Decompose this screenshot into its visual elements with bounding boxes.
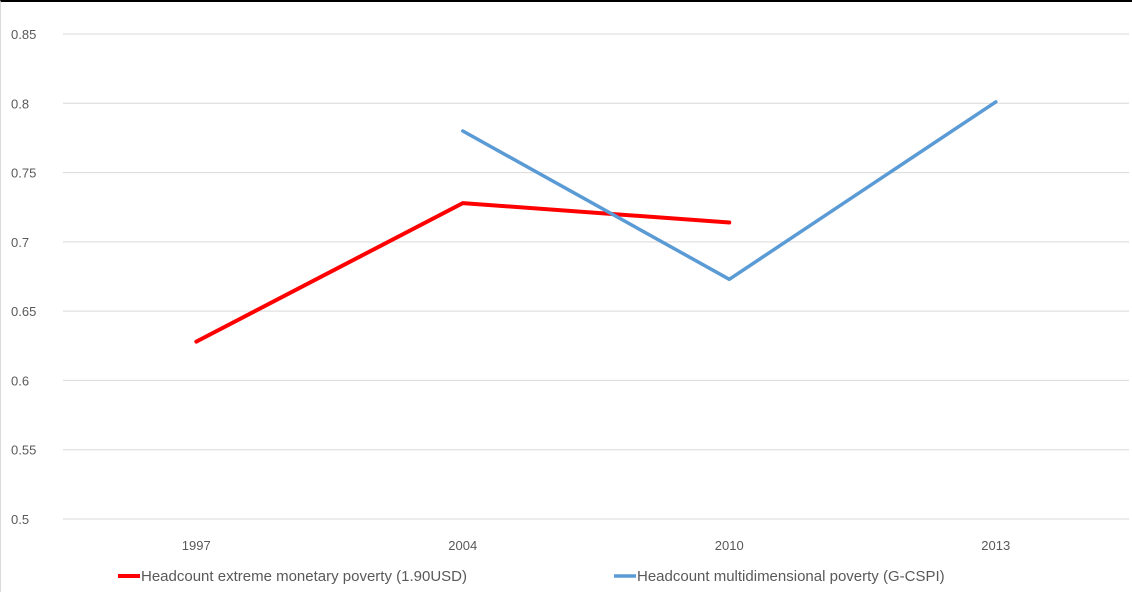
- legend-label-2: Headcount multidimensional poverty (G-CS…: [637, 568, 945, 585]
- x-tick-label: 2013: [981, 538, 1010, 553]
- x-tick-label: 2010: [715, 538, 744, 553]
- y-axis-ticks: 0.5 0.55 0.6 0.65 0.7 0.75 0.8 0.85: [11, 27, 36, 527]
- series-line-2: [461, 100, 998, 282]
- legend: Headcount extreme monetary poverty (1.90…: [118, 568, 945, 585]
- x-tick-label: 1997: [182, 538, 211, 553]
- y-tick-label: 0.5: [11, 512, 29, 527]
- y-tick-label: 0.8: [11, 96, 29, 111]
- x-tick-label: 2004: [448, 538, 477, 553]
- legend-label-1: Headcount extreme monetary poverty (1.90…: [141, 568, 467, 585]
- y-tick-label: 0.65: [11, 304, 36, 319]
- y-tick-label: 0.6: [11, 373, 29, 388]
- y-tick-label: 0.75: [11, 166, 36, 181]
- y-tick-label: 0.7: [11, 235, 29, 250]
- x-axis-ticks: 1997 2004 2010 2013: [182, 538, 1010, 553]
- y-tick-label: 0.55: [11, 443, 36, 458]
- series-lines: [194, 100, 998, 344]
- y-tick-label: 0.85: [11, 27, 36, 42]
- gridlines: [63, 33, 1129, 520]
- series-line-1: [194, 201, 732, 344]
